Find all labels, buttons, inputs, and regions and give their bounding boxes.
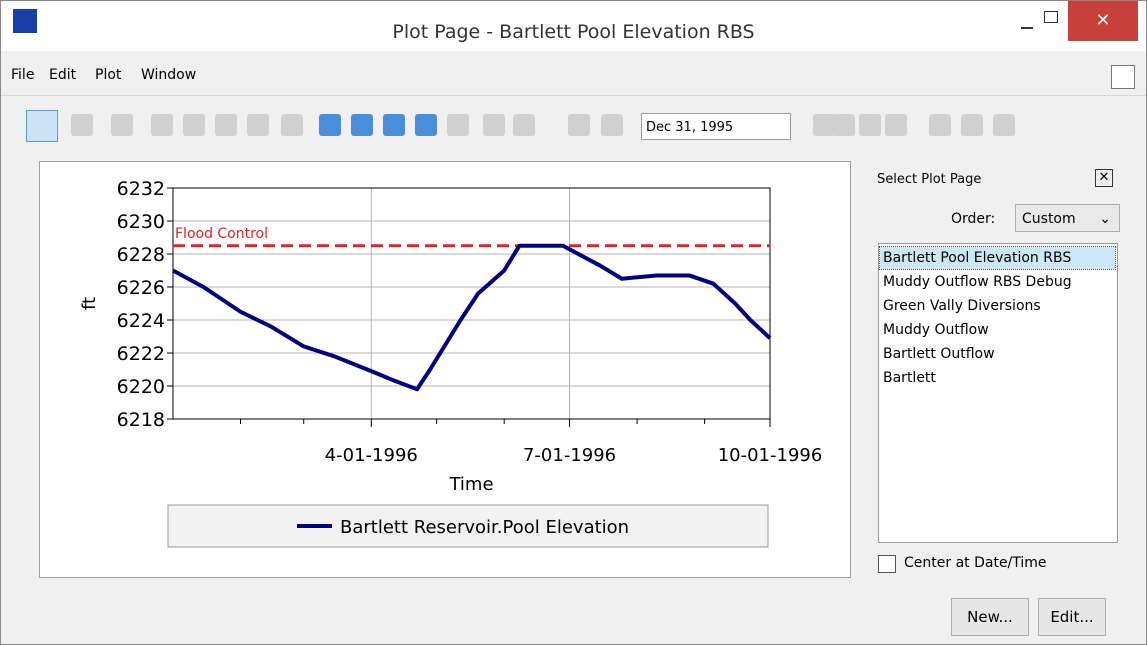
- x-tick-label: 7-01-1996: [523, 445, 616, 466]
- window-icon[interactable]: [1111, 65, 1135, 89]
- chart: 6218 6220 6222 6224 6226 6228 6230 6232 4-01-199…: [40, 162, 848, 575]
- order-value: Custom: [1022, 211, 1076, 227]
- toolbar-button[interactable]: [961, 114, 983, 136]
- x-tick-label: 10-01-1996: [718, 445, 823, 466]
- separator: [1, 95, 1146, 96]
- order-label: Order:: [951, 211, 996, 227]
- y-tick-label: 6218: [117, 409, 165, 431]
- x-axis-label: Time: [448, 474, 493, 495]
- toolbar-button[interactable]: [319, 114, 341, 136]
- side-heading: Select Plot Page: [877, 172, 982, 187]
- maximize-button[interactable]: [1044, 11, 1058, 23]
- checkbox-label[interactable]: Center at Date/Time: [904, 555, 1047, 571]
- minimize-button[interactable]: [1021, 27, 1033, 29]
- series-line: [172, 243, 772, 392]
- plot-frame: [172, 187, 771, 420]
- toolbar-button[interactable]: [483, 114, 505, 136]
- page-item[interactable]: Bartlett Pool Elevation RBS: [879, 246, 1116, 270]
- y-tick-label: 6224: [117, 310, 165, 332]
- toolbar-button[interactable]: [513, 114, 535, 136]
- edit-button[interactable]: Edit...: [1038, 598, 1106, 636]
- toolbar-button[interactable]: [215, 114, 237, 136]
- menu-item[interactable]: Window: [141, 67, 197, 83]
- new-button[interactable]: New...: [951, 598, 1029, 636]
- y-tick-label: 6220: [117, 376, 165, 398]
- order-select[interactable]: Custom ⌄: [1015, 204, 1120, 232]
- app-icon: [13, 9, 37, 33]
- y-tick-label: 6230: [117, 211, 165, 233]
- toolbar-button[interactable]: [601, 114, 623, 136]
- close-side-button[interactable]: ✕: [1095, 169, 1113, 187]
- legend: [167, 504, 769, 548]
- y-tick-label: 6232: [117, 178, 165, 200]
- zoom-tool[interactable]: [26, 110, 58, 142]
- title-bar: Plot Page - Bartlett Pool Elevation RBS …: [1, 1, 1146, 51]
- toolbar-button[interactable]: [351, 114, 373, 136]
- checkbox[interactable]: [878, 555, 896, 573]
- legend-label: Bartlett Reservoir.Pool Elevation: [340, 517, 629, 538]
- toolbar-button[interactable]: [929, 114, 951, 136]
- annotation: Flood Control: [175, 226, 268, 242]
- menu-item[interactable]: Plot: [95, 67, 122, 83]
- toolbar-button[interactable]: [247, 114, 269, 136]
- toolbar-button[interactable]: [383, 114, 405, 136]
- toolbar-button[interactable]: [833, 114, 855, 136]
- page-item[interactable]: Green Vally Diversions: [883, 298, 1041, 314]
- toolbar-button[interactable]: [568, 114, 590, 136]
- close-button[interactable]: ✕: [1068, 1, 1138, 41]
- y-tick-label: 6222: [117, 343, 165, 365]
- x-tick-label: 4-01-1996: [325, 445, 418, 466]
- toolbar-button[interactable]: [183, 114, 205, 136]
- toolbar-button[interactable]: [281, 114, 303, 136]
- y-tick-label: 6228: [117, 244, 165, 266]
- menu-item[interactable]: Edit: [49, 67, 77, 83]
- toolbar-button[interactable]: [447, 114, 469, 136]
- toolbar-button[interactable]: [859, 114, 881, 136]
- window-title: Plot Page - Bartlett Pool Elevation RBS: [392, 21, 755, 43]
- toolbar-button[interactable]: [111, 114, 133, 136]
- toolbar-button[interactable]: [151, 114, 173, 136]
- y-tick-label: 6226: [117, 277, 165, 299]
- page-list: [878, 243, 1118, 543]
- date-field[interactable]: Dec 31, 1995: [641, 113, 791, 140]
- y-axis-label: ft: [79, 297, 100, 310]
- toolbar-button[interactable]: [813, 114, 835, 136]
- toolbar-button[interactable]: [71, 114, 93, 136]
- page-item[interactable]: Muddy Outflow: [883, 322, 989, 338]
- page-item[interactable]: Bartlett Outflow: [883, 346, 995, 362]
- toolbar-button[interactable]: [415, 114, 437, 136]
- toolbar-button[interactable]: [993, 114, 1015, 136]
- page-item[interactable]: Bartlett: [883, 370, 936, 386]
- menu-item[interactable]: File: [11, 67, 35, 83]
- toolbar-button[interactable]: [885, 114, 907, 136]
- page-item[interactable]: Muddy Outflow RBS Debug: [883, 274, 1072, 290]
